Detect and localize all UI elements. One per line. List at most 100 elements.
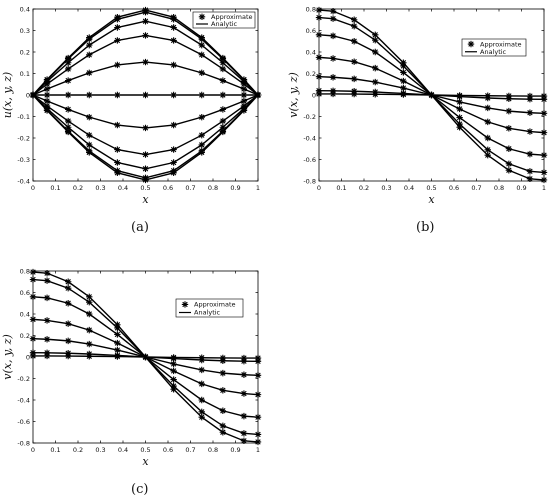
legend-box: [192, 11, 256, 29]
approximate-marker: [198, 51, 205, 58]
approximate-marker: [484, 152, 491, 159]
y-tick-label: 0: [312, 91, 316, 99]
approximate-marker: [400, 69, 407, 76]
x-tick-label: 0.3: [381, 184, 391, 192]
approximate-marker: [219, 354, 227, 362]
approximate-marker: [64, 124, 72, 131]
y-tick-label: 0.3: [20, 27, 30, 35]
x-tick-label: 0.1: [50, 184, 60, 192]
x-axis-label: x: [428, 193, 435, 206]
approximate-marker: [29, 335, 37, 342]
series-3: [29, 18, 262, 99]
approximate-marker: [540, 96, 548, 103]
x-tick-label: 0.4: [118, 446, 128, 454]
approximate-marker: [142, 124, 149, 132]
approximate-marker: [456, 120, 463, 128]
y-tick-label: -0.6: [303, 156, 316, 164]
approximate-marker: [86, 310, 93, 318]
x-tick-label: 0.8: [494, 184, 504, 192]
approximate-marker: [400, 62, 407, 70]
approximate-marker: [43, 277, 51, 284]
y-tick-label: -0.2: [17, 375, 30, 383]
approximate-marker: [219, 59, 227, 66]
approximate-marker: [254, 91, 262, 99]
approximate-marker: [240, 85, 248, 93]
y-tick-label: 0.4: [20, 310, 30, 318]
approximate-marker: [400, 91, 407, 98]
approximate-marker: [198, 408, 205, 416]
approximate-marker: [64, 65, 72, 73]
approximate-marker: [219, 429, 227, 436]
approximate-marker: [86, 141, 93, 149]
approximate-marker: [219, 55, 227, 63]
legend-analytic-label: Analytic: [194, 309, 221, 317]
legend-approximate-label: Approximate: [211, 13, 253, 21]
approximate-marker: [540, 92, 548, 100]
approximate-marker: [254, 358, 262, 365]
x-tick-label: 0.9: [230, 184, 240, 192]
legend-approximate-marker: [181, 301, 189, 308]
approximate-marker: [29, 349, 37, 356]
x-tick-label: 0.2: [73, 446, 83, 454]
approximate-marker: [43, 317, 51, 324]
approximate-marker: [198, 366, 205, 374]
chart-panel-a: 0 0.1 0.2 0.3 0.4 0.5 0.6 0.7 0.8 0.9 1 -0.4 -0.3 -0.…: [1, 5, 262, 206]
approximate-marker: [329, 90, 337, 98]
approximate-marker: [86, 35, 93, 43]
y-tick-label: 0.6: [20, 289, 30, 297]
approximate-marker: [198, 149, 205, 156]
approximate-marker: [114, 121, 121, 129]
x-tick-label: 0: [31, 184, 35, 192]
approximate-marker: [219, 422, 227, 429]
approximate-marker: [43, 336, 51, 343]
x-tick-label: 0.3: [95, 184, 105, 192]
approximate-marker: [329, 15, 337, 22]
y-tick-label: -0.4: [17, 396, 30, 404]
y-tick-label: 0.4: [306, 48, 316, 56]
approximate-marker: [240, 80, 248, 88]
x-tick-label: 0.6: [449, 184, 459, 192]
approximate-marker: [219, 106, 227, 113]
approximate-marker: [64, 128, 72, 136]
approximate-marker: [198, 354, 205, 361]
approximate-marker: [114, 146, 121, 153]
approximate-marker: [526, 128, 534, 135]
approximate-marker: [505, 92, 513, 100]
approximate-marker: [526, 175, 534, 183]
x-tick-label: 0.4: [118, 184, 128, 192]
approximate-marker: [170, 382, 177, 390]
chart-panel-b: 0 0.1 0.2 0.3 0.4 0.5 0.6 0.7 0.8 0.9 1 -0.8 -0.6 -0.…: [287, 5, 548, 206]
x-tick-label: 0.7: [471, 184, 481, 192]
approximate-marker: [456, 98, 463, 106]
approximate-marker: [142, 91, 149, 99]
approximate-marker: [240, 107, 248, 114]
legend-approximate-label: Approximate: [194, 301, 236, 309]
approximate-marker: [29, 352, 37, 360]
approximate-marker: [64, 106, 72, 113]
x-tick-label: 0.6: [163, 184, 173, 192]
approximate-marker: [114, 169, 121, 177]
approximate-marker: [315, 14, 323, 21]
approximate-marker: [114, 339, 121, 347]
approximate-marker: [456, 114, 463, 121]
y-tick-label: 0.2: [20, 332, 30, 340]
approximate-marker: [86, 340, 93, 348]
approximate-marker: [526, 168, 534, 175]
approximate-marker: [86, 69, 93, 77]
approximate-marker: [484, 92, 491, 99]
approximate-marker: [170, 367, 177, 375]
approximate-marker: [315, 6, 323, 14]
y-tick-label: 0.2: [306, 70, 316, 78]
approximate-marker: [240, 354, 248, 362]
approximate-marker: [540, 176, 548, 184]
approximate-marker: [64, 91, 72, 99]
legend-approximate-label: Approximate: [480, 40, 522, 48]
approximate-marker: [484, 118, 491, 126]
approximate-marker: [170, 91, 177, 99]
approximate-marker: [198, 35, 205, 43]
approximate-marker: [372, 91, 379, 98]
legend-box: [461, 38, 527, 57]
approximate-marker: [540, 169, 548, 176]
